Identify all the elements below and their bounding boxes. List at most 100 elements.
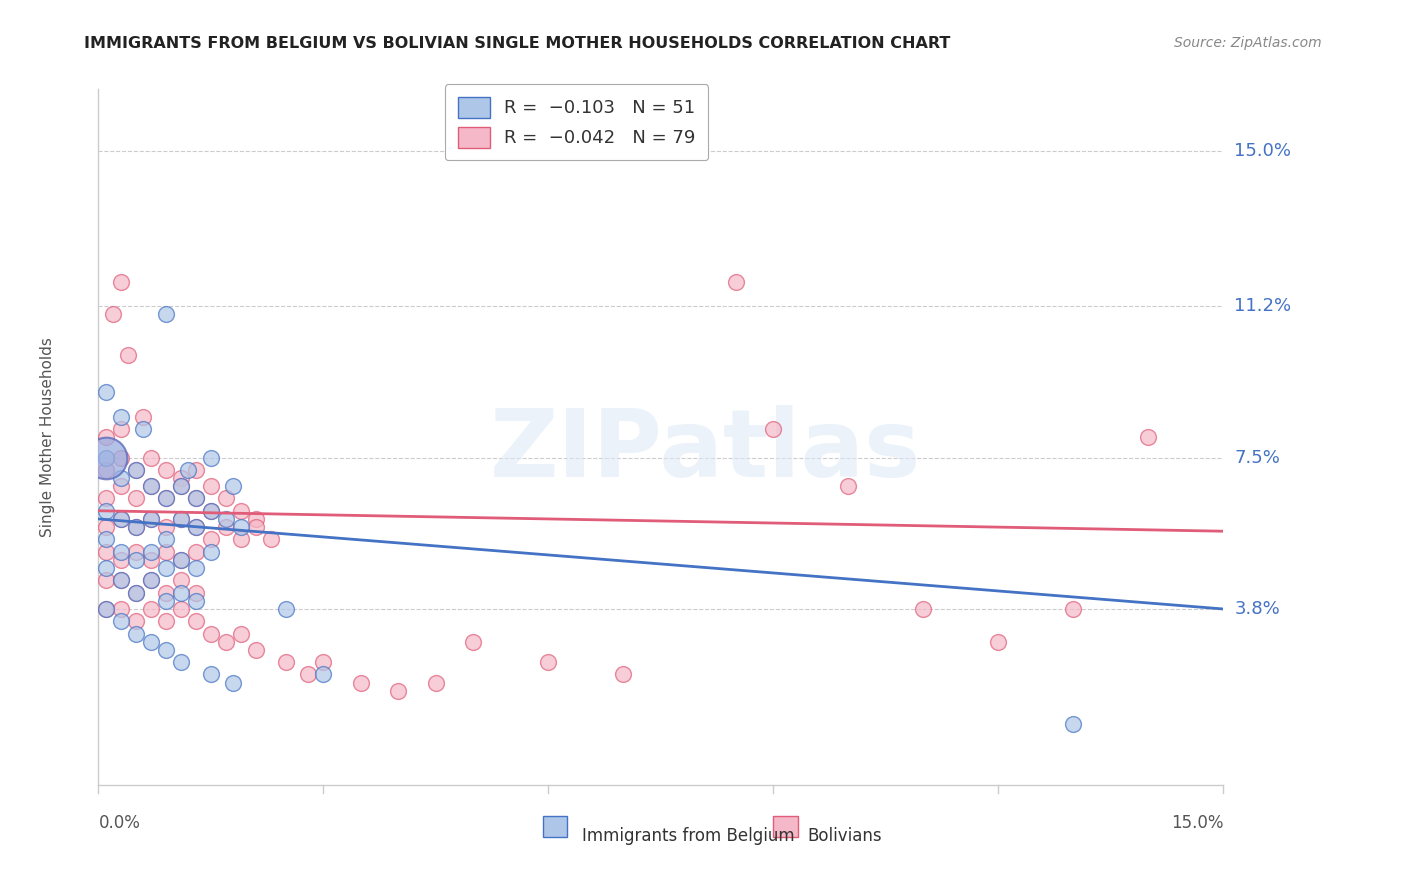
Point [110,450,132,465]
Legend: R =  −0.103   N = 51, R =  −0.042   N = 79: R = −0.103 N = 51, R = −0.042 N = 79 [444,85,709,161]
Point [139,574,162,588]
Point [724,275,747,289]
Point [762,422,785,436]
Text: Source: ZipAtlas.com: Source: ZipAtlas.com [1174,36,1322,50]
Point [537,655,560,669]
Point [94,385,117,400]
Point [155,491,177,506]
Point [125,491,148,506]
Point [215,512,238,526]
Point [170,471,193,485]
Point [110,602,132,616]
Text: 7.5%: 7.5% [1234,449,1281,467]
Point [103,307,125,321]
Point [229,533,252,547]
Point [170,553,193,567]
Point [110,574,132,588]
Point [94,450,117,465]
Point [94,491,117,506]
Point [184,520,207,534]
Point [110,512,132,526]
Point [110,614,132,628]
Point [94,533,117,547]
Point [94,544,117,558]
Point [425,675,447,690]
Point [245,643,267,657]
Point [125,463,148,477]
Point [312,667,335,681]
Point [274,602,297,616]
Point [94,574,117,588]
Point [155,544,177,558]
Text: Immigrants from Belgium: Immigrants from Belgium [582,827,794,845]
Text: 15.0%: 15.0% [1171,814,1223,831]
Point [260,533,283,547]
Text: ZIPatlas: ZIPatlas [491,405,921,497]
Point [170,585,193,599]
Point [155,520,177,534]
Point [1137,430,1160,444]
Point [94,430,117,444]
Point [139,479,162,493]
Point [170,512,193,526]
Text: Bolivians: Bolivians [807,827,882,845]
Point [184,561,207,575]
Point [200,533,222,547]
Point [125,585,148,599]
Point [200,544,222,558]
Point [155,307,177,321]
Point [94,504,117,518]
Point [215,634,238,648]
Text: 3.8%: 3.8% [1234,600,1279,618]
Point [184,520,207,534]
Point [229,626,252,640]
Point [110,574,132,588]
Point [139,450,162,465]
Point [170,602,193,616]
Point [170,574,193,588]
Point [184,463,207,477]
Point [177,463,200,477]
Point [184,594,207,608]
Point [229,520,252,534]
Point [110,479,132,493]
Point [184,491,207,506]
Point [463,634,485,648]
Point [222,675,245,690]
Point [125,544,148,558]
Point [155,491,177,506]
Point [200,626,222,640]
Point [94,602,117,616]
Point [155,594,177,608]
Point [125,626,148,640]
Point [139,574,162,588]
Point [155,614,177,628]
Point [125,463,148,477]
Point [170,655,193,669]
Point [215,491,238,506]
Point [110,512,132,526]
FancyBboxPatch shape [543,816,568,837]
Point [139,602,162,616]
Point [139,512,162,526]
Point [274,655,297,669]
Point [155,561,177,575]
Point [170,512,193,526]
Point [184,544,207,558]
Point [387,683,409,698]
Point [94,463,117,477]
Point [200,667,222,681]
Point [125,585,148,599]
Point [184,491,207,506]
Point [139,544,162,558]
Point [125,520,148,534]
FancyBboxPatch shape [773,816,799,837]
Point [170,553,193,567]
Point [110,471,132,485]
Text: Single Mother Households: Single Mother Households [41,337,55,537]
Point [200,504,222,518]
Point [139,553,162,567]
Point [350,675,373,690]
Point [155,643,177,657]
Point [94,450,117,465]
